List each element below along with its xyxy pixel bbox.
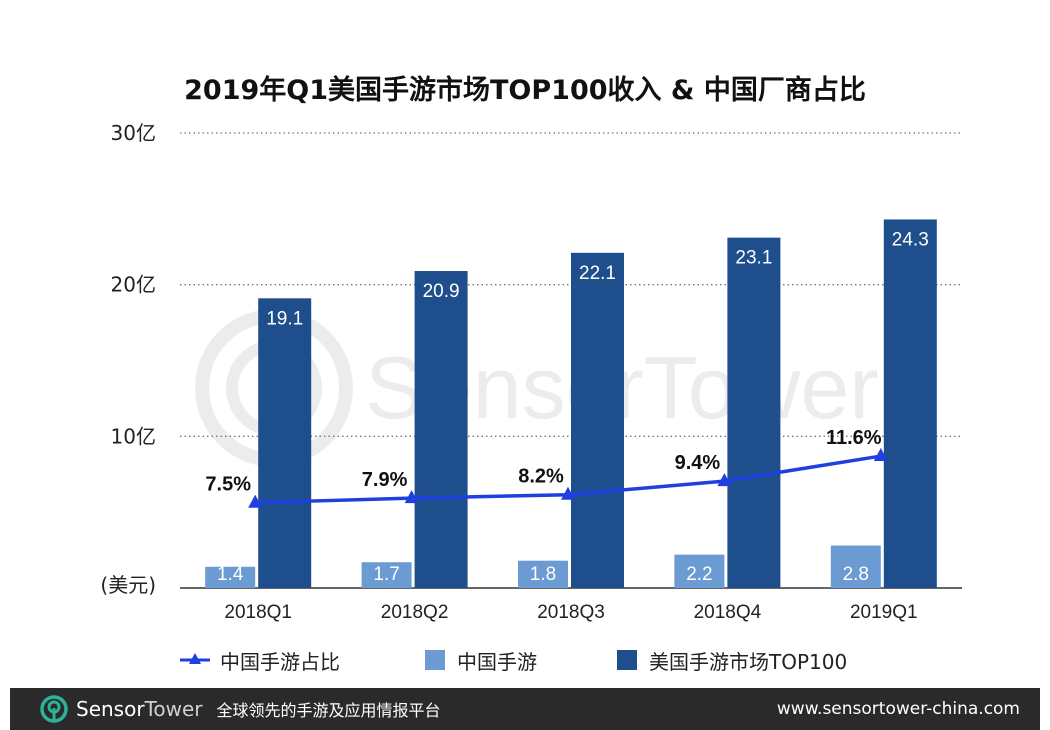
bar-us xyxy=(727,237,781,588)
footer-tagline: 全球领先的手游及应用情报平台 xyxy=(216,701,441,720)
legend-swatch-us xyxy=(617,650,637,670)
bar-us-value-label: 24.3 xyxy=(892,229,929,250)
bar-cn xyxy=(830,545,881,588)
bar-cn-value-label: 1.8 xyxy=(530,564,556,585)
bar-cn-value-label: 2.2 xyxy=(686,564,712,585)
bar-us xyxy=(258,298,312,588)
footer-bar: SensorTower 全球领先的手游及应用情报平台 www.sensortow… xyxy=(10,688,1040,730)
y-tick-label: 30亿 xyxy=(111,121,156,145)
share-value-label: 7.5% xyxy=(205,474,251,496)
x-tick-label: 2018Q4 xyxy=(694,602,762,623)
legend-item-cn: 中国手游 xyxy=(425,645,537,675)
bar-us-value-label: 22.1 xyxy=(579,263,616,284)
legend-item-share: 中国手游占比 xyxy=(180,645,340,675)
line-marker-icon xyxy=(180,653,210,664)
bar-cn xyxy=(205,566,256,588)
footer-brand-b: Tower xyxy=(144,697,203,721)
bar-us-value-label: 20.9 xyxy=(423,281,460,302)
legend-label-share: 中国手游占比 xyxy=(220,649,340,674)
share-line-marker xyxy=(873,448,888,462)
bar-us xyxy=(883,219,937,588)
legend-label-us: 美国手游市场TOP100 xyxy=(649,649,848,674)
footer-url[interactable]: www.sensortower-china.com xyxy=(776,699,1020,719)
legend-item-us: 美国手游市场TOP100 xyxy=(617,645,847,675)
bar-us-value-label: 23.1 xyxy=(735,248,772,269)
bar-cn xyxy=(674,554,725,588)
share-value-label: 9.4% xyxy=(675,452,721,474)
share-line-marker xyxy=(717,473,732,487)
legend-swatch-cn xyxy=(425,650,445,670)
chart-title: 2019年Q1美国手游市场TOP100收入 & 中国厂商占比 xyxy=(184,75,866,106)
footer-brand-a: Sensor xyxy=(76,697,145,721)
bar-cn xyxy=(518,560,568,588)
legend-label-cn: 中国手游 xyxy=(457,649,537,674)
share-line-marker xyxy=(404,490,419,504)
bar-cn-value-label: 1.7 xyxy=(373,564,399,585)
bar-us xyxy=(571,252,624,589)
sensortower-logo-icon xyxy=(40,695,68,723)
x-tick-label: 2018Q3 xyxy=(537,602,605,623)
share-value-label: 8.2% xyxy=(518,466,564,488)
share-value-label: 7.9% xyxy=(362,469,408,491)
footer-brand: SensorTower xyxy=(76,697,203,721)
y-tick-label: 20亿 xyxy=(111,273,156,297)
bar-cn-value-label: 1.4 xyxy=(217,564,244,585)
bar-cn-value-label: 2.8 xyxy=(843,564,869,585)
x-tick-label: 2019Q1 xyxy=(850,602,918,623)
y-tick-label: 10亿 xyxy=(111,424,156,448)
bar-cn xyxy=(361,562,412,588)
y-axis-unit-label: (美元) xyxy=(100,573,156,597)
x-tick-label: 2018Q1 xyxy=(224,602,292,623)
x-tick-label: 2018Q2 xyxy=(381,602,449,623)
share-line-marker xyxy=(561,486,575,500)
share-line-marker xyxy=(248,494,263,508)
bar-us-value-label: 19.1 xyxy=(266,308,303,329)
legend: 中国手游占比 中国手游 美国手游市场TOP100 xyxy=(0,645,1050,675)
bar-us xyxy=(414,271,468,588)
share-value-label: 11.6% xyxy=(826,427,882,449)
